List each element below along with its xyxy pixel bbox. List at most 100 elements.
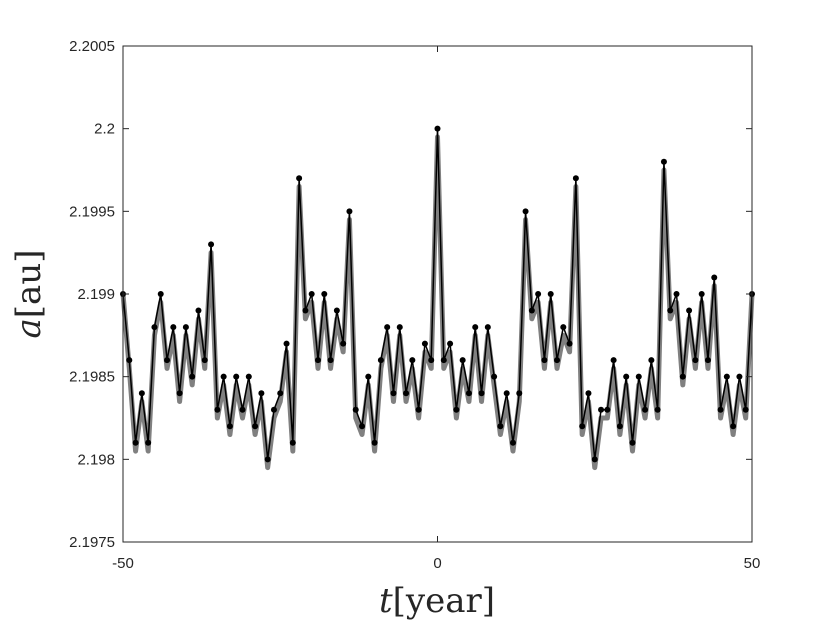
data-point	[660, 158, 667, 165]
data-point	[642, 406, 649, 413]
x-tick-label: 0	[433, 555, 441, 572]
data-point	[258, 390, 265, 397]
data-point	[503, 390, 510, 397]
data-point	[736, 373, 743, 380]
y-tick-label: 2.199	[77, 286, 115, 303]
data-point	[604, 406, 611, 413]
data-point	[566, 340, 573, 347]
data-point	[428, 357, 435, 364]
data-point	[340, 340, 347, 347]
data-point	[195, 307, 202, 314]
data-point	[220, 373, 227, 380]
data-point	[667, 307, 674, 314]
data-point	[359, 423, 366, 430]
data-point	[239, 406, 246, 413]
data-point	[314, 357, 321, 364]
data-point	[157, 291, 164, 297]
data-point	[415, 406, 422, 413]
data-point	[138, 390, 145, 397]
data-point	[711, 274, 718, 281]
data-markers	[120, 125, 755, 463]
data-point	[396, 324, 403, 331]
data-point	[132, 439, 139, 446]
data-point	[327, 357, 334, 364]
data-point	[226, 423, 233, 430]
data-point	[673, 291, 680, 297]
data-point	[535, 291, 542, 297]
data-point	[277, 390, 284, 397]
data-point	[346, 208, 353, 215]
data-point	[151, 324, 158, 331]
data-point	[610, 357, 617, 364]
x-tick-label: 50	[744, 555, 761, 572]
y-tick-label: 2.1985	[69, 369, 115, 386]
data-point	[403, 390, 410, 397]
data-point	[472, 324, 479, 331]
data-point	[333, 307, 340, 314]
data-point	[126, 357, 133, 364]
data-point	[541, 357, 548, 364]
data-point	[176, 390, 183, 397]
data-point	[654, 406, 661, 413]
data-point	[547, 291, 554, 297]
data-point	[289, 439, 296, 446]
data-point	[591, 456, 598, 463]
data-point	[352, 406, 359, 413]
data-point	[189, 373, 196, 380]
data-point	[635, 373, 642, 380]
data-point	[516, 390, 523, 397]
data-point	[201, 357, 208, 364]
data-point	[384, 324, 391, 331]
data-point	[616, 423, 623, 430]
data-point	[704, 357, 711, 364]
data-point	[170, 324, 177, 331]
data-point	[497, 423, 504, 430]
data-point	[245, 373, 252, 380]
data-point	[465, 390, 472, 397]
x-tick-label: -50	[112, 555, 134, 572]
data-point	[308, 291, 315, 297]
data-point	[598, 406, 605, 413]
data-point	[528, 307, 535, 314]
data-point	[283, 340, 290, 347]
data-point	[629, 439, 636, 446]
y-tick-label: 2.1995	[69, 203, 115, 220]
data-point	[698, 291, 705, 297]
data-point	[478, 390, 485, 397]
data-point	[321, 291, 328, 297]
y-tick-label: 2.198	[77, 451, 115, 468]
data-point	[252, 423, 259, 430]
data-point	[371, 439, 378, 446]
data-point	[409, 357, 416, 364]
axis-ticks: -50 0 50 2.1975 2.198 2.1985 2.199 2.1995 2.2 2.2…	[69, 38, 760, 572]
data-point	[145, 439, 152, 446]
data-point	[686, 307, 693, 314]
data-point	[434, 125, 441, 132]
data-point	[208, 241, 215, 248]
data-point	[270, 406, 277, 413]
data-point	[296, 175, 303, 182]
plot-area	[123, 46, 752, 542]
data-point	[214, 406, 221, 413]
data-point	[164, 357, 171, 364]
data-point	[447, 340, 454, 347]
data-point	[648, 357, 655, 364]
data-point	[560, 324, 567, 331]
data-point	[365, 373, 372, 380]
data-point	[453, 406, 460, 413]
y-tick-label: 2.2	[94, 121, 115, 138]
x-axis-label: t[year]	[379, 581, 495, 621]
y-tick-label: 2.1975	[69, 534, 115, 551]
data-point	[717, 406, 724, 413]
data-point	[585, 390, 592, 397]
data-point	[679, 373, 686, 380]
data-point	[264, 456, 271, 463]
data-point	[723, 373, 730, 380]
data-point	[491, 373, 498, 380]
data-point	[554, 357, 561, 364]
data-point	[730, 423, 737, 430]
data-point	[182, 324, 189, 331]
data-point	[233, 373, 240, 380]
data-point	[390, 390, 397, 397]
